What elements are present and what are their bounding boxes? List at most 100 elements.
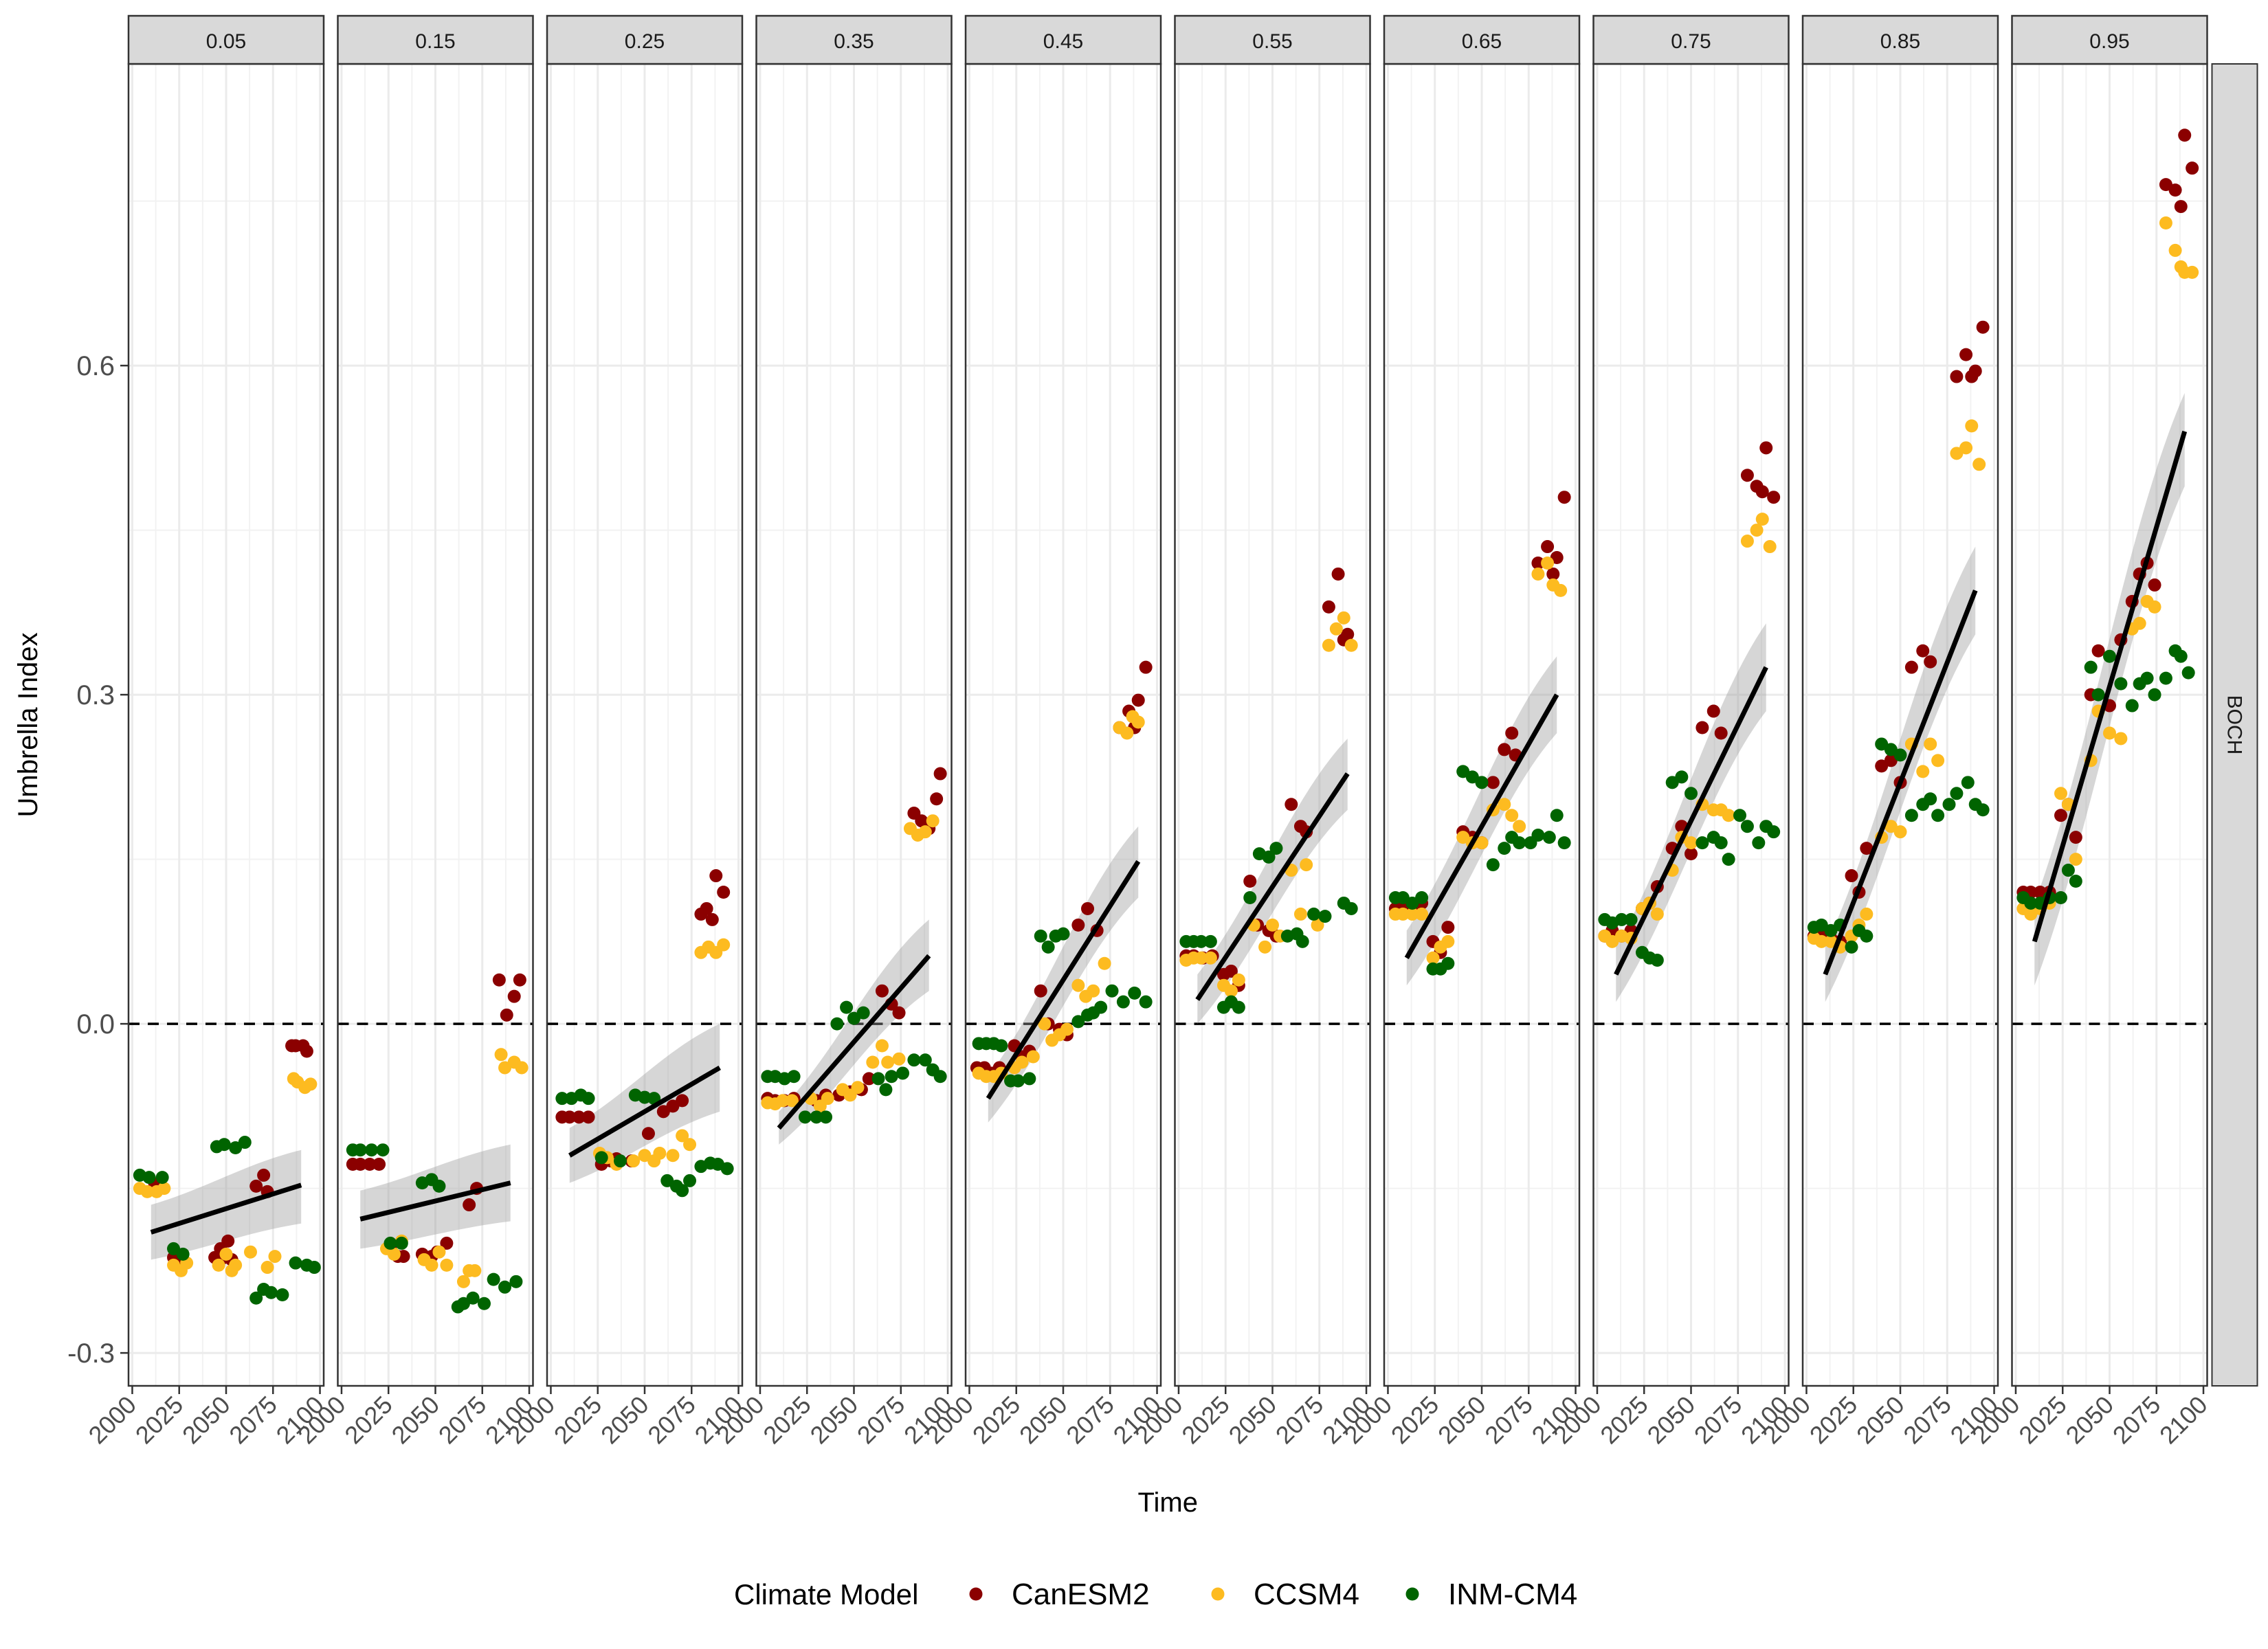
data-point: [563, 1110, 577, 1124]
data-point: [507, 989, 521, 1003]
legend-key: [1405, 1587, 1419, 1601]
data-point: [2091, 688, 2105, 702]
data-point: [1486, 858, 1500, 872]
data-point: [627, 1154, 641, 1168]
x-tick-label: 2025: [1594, 1391, 1654, 1450]
data-point: [1893, 748, 1907, 762]
data-point: [1331, 567, 1345, 581]
data-point: [2054, 890, 2067, 904]
strip-background: [1801, 14, 1999, 65]
data-point: [1131, 715, 1145, 729]
data-point: [1513, 836, 1526, 850]
data-point: [1441, 934, 1455, 948]
confidence-band: [1197, 738, 1348, 1024]
data-point: [1056, 927, 1070, 941]
data-point: [1614, 912, 1628, 926]
data-point: [1300, 858, 1313, 872]
data-point: [1650, 953, 1664, 967]
data-point: [1116, 995, 1130, 1009]
data-point: [555, 1092, 569, 1106]
legend-entry-CCSM4: CCSM4: [1211, 1578, 1359, 1611]
trend-line: [359, 1180, 511, 1222]
data-point: [509, 1275, 523, 1288]
row-strip-background: [2211, 63, 2258, 1387]
data-point: [700, 901, 713, 915]
data-point: [1105, 984, 1119, 998]
data-point: [1318, 910, 1332, 923]
data-point: [2103, 649, 2116, 663]
data-point: [307, 1261, 321, 1275]
data-point: [1706, 704, 1720, 718]
data-point: [856, 1006, 870, 1020]
data-point: [498, 1280, 512, 1294]
data-point: [425, 1258, 438, 1272]
data-point: [1740, 469, 1754, 482]
data-point: [810, 1110, 823, 1124]
data-point: [2181, 666, 2195, 680]
data-point: [176, 1247, 190, 1261]
data-point: [1531, 828, 1545, 842]
x-tick-label: 2050: [1223, 1391, 1282, 1450]
confidence-band: [360, 1144, 511, 1249]
data-point: [304, 1077, 318, 1091]
data-point: [1081, 901, 1094, 915]
data-point: [212, 1258, 225, 1272]
data-point: [1041, 940, 1055, 954]
data-point: [785, 1094, 799, 1108]
series-INM-CM4: [972, 927, 1153, 1088]
data-point: [862, 1072, 876, 1086]
data-point: [907, 1053, 921, 1067]
data-point: [1557, 491, 1571, 504]
data-point: [717, 885, 731, 899]
data-point: [1243, 890, 1257, 904]
data-point: [1071, 1015, 1085, 1029]
data-point: [1285, 798, 1298, 811]
data-point: [2054, 787, 2067, 800]
strip-label: 0.65: [1462, 30, 1502, 53]
data-point: [456, 1275, 470, 1288]
series-INM-CM4: [1388, 765, 1571, 976]
data-point: [1722, 809, 1735, 822]
data-point: [1961, 776, 1975, 789]
x-tick-label: 2075: [1270, 1391, 1329, 1450]
strip-label: 0.35: [834, 30, 874, 53]
data-point: [705, 912, 719, 926]
data-point: [1755, 513, 1769, 526]
x-tick-label: 2050: [595, 1391, 654, 1450]
trend-line: [1614, 666, 1768, 976]
x-tick-label: 2075: [1898, 1391, 1957, 1450]
data-point: [1034, 929, 1047, 943]
data-point: [653, 1147, 667, 1160]
data-point: [376, 1143, 390, 1157]
data-point: [1426, 951, 1440, 965]
data-point: [1950, 787, 1964, 800]
data-point: [1931, 754, 1945, 767]
data-point: [1650, 907, 1664, 921]
y-tick-label: 0.3: [76, 680, 115, 710]
data-point: [363, 1157, 377, 1171]
trend-line: [1823, 590, 1978, 976]
series-INM-CM4: [2016, 644, 2195, 910]
data-point: [866, 1055, 880, 1069]
x-tick-label: 2050: [805, 1391, 864, 1450]
data-point: [1740, 820, 1754, 833]
data-point: [1714, 726, 1728, 740]
data-point: [432, 1245, 446, 1259]
data-point: [1475, 836, 1489, 850]
data-point: [1139, 660, 1153, 674]
data-point: [666, 1149, 680, 1163]
strip-background: [337, 14, 534, 65]
legend-title: Climate Model: [734, 1578, 918, 1611]
x-tick-label: 2075: [2107, 1391, 2166, 1450]
trend-line: [777, 954, 931, 1130]
data-point: [2148, 578, 2161, 592]
data-point: [879, 1083, 893, 1097]
data-point: [1959, 348, 1973, 361]
data-point: [1531, 567, 1545, 581]
data-point: [885, 1070, 898, 1084]
data-point: [926, 814, 940, 828]
data-point: [1750, 524, 1764, 537]
